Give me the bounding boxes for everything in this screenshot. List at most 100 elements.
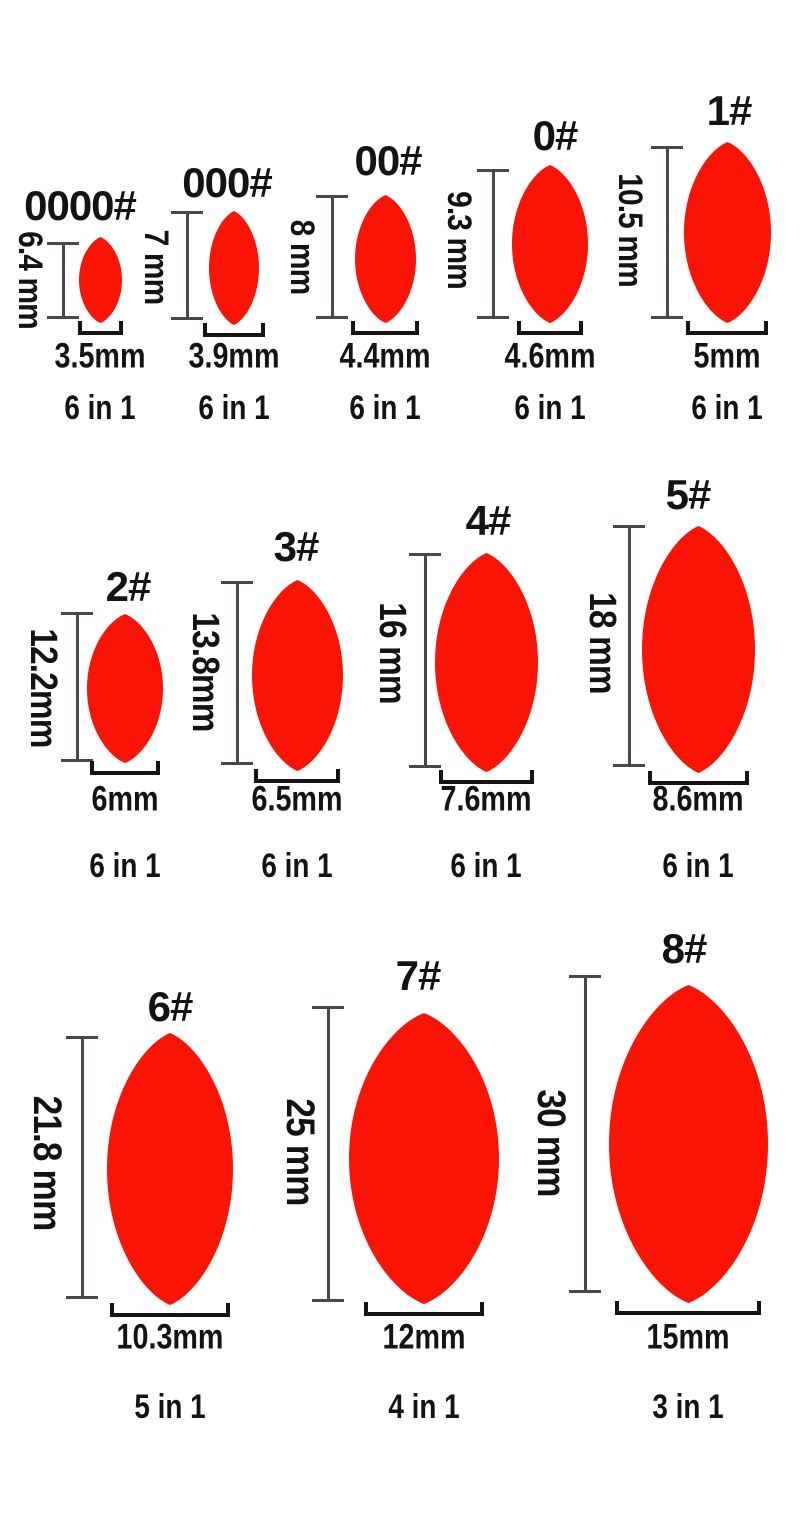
red-float-oval	[641, 526, 755, 773]
dimension-line-top-cap	[651, 145, 683, 149]
width-bracket	[364, 1302, 484, 1316]
pack-count-label: 6 in 1	[198, 389, 270, 427]
dimension-line-stem	[75, 613, 79, 760]
width-value-label: 6mm	[91, 779, 159, 819]
height-value-label: 13.8mm	[184, 612, 226, 732]
dimension-line-bottom-cap	[477, 315, 509, 319]
size-number-label: 4#	[465, 497, 512, 544]
width-value-label: 12mm	[382, 1317, 466, 1357]
dimension-line-bottom-cap	[409, 764, 441, 768]
red-float-oval-shape	[434, 553, 538, 772]
red-float-oval-shape	[107, 1033, 233, 1305]
pack-count-label: 5 in 1	[134, 1388, 206, 1426]
dimension-line-stem	[326, 1007, 330, 1300]
width-bracket	[203, 323, 265, 337]
dimension-line-bottom-cap	[312, 1298, 344, 1302]
dimension-line-stem	[491, 170, 495, 317]
dimension-line-top-cap	[569, 974, 601, 978]
height-value-label: 30 mm	[529, 1089, 573, 1197]
red-float-oval	[608, 985, 768, 1303]
height-value-label: 6.4 mm	[11, 231, 49, 329]
width-value-label: 3.5mm	[54, 336, 146, 376]
red-float-oval	[434, 553, 538, 772]
red-float-oval	[251, 580, 343, 771]
dimension-line-top-cap	[221, 580, 253, 584]
red-float-oval-shape	[251, 580, 343, 771]
pack-count-label: 6 in 1	[64, 389, 136, 427]
dimension-line-top-cap	[316, 194, 348, 198]
dimension-line-stem	[185, 212, 189, 318]
red-float-oval-shape	[354, 195, 416, 323]
size-number-label: 2#	[105, 563, 152, 610]
dimension-line-top-cap	[613, 524, 645, 528]
width-bracket	[351, 321, 419, 335]
height-value-label: 12.2mm	[22, 628, 64, 748]
width-bracket	[615, 1301, 761, 1315]
height-value-label: 25 mm	[278, 1098, 322, 1206]
dimension-line-bottom-cap	[221, 761, 253, 765]
red-float-oval	[87, 614, 163, 763]
pack-count-label: 6 in 1	[691, 389, 763, 427]
pack-count-label: 6 in 1	[514, 389, 586, 427]
size-number-label: 00#	[354, 137, 422, 184]
width-bracket	[647, 771, 749, 785]
dimension-line-bottom-cap	[171, 316, 203, 320]
dimension-line-top-cap	[47, 241, 79, 245]
dimension-line-stem	[330, 196, 334, 317]
red-float-oval-shape	[608, 985, 768, 1303]
dimension-line-stem	[583, 976, 587, 1291]
pack-count-label: 6 in 1	[662, 847, 734, 885]
dimension-line-bottom-cap	[66, 1295, 98, 1299]
pack-count-label: 6 in 1	[89, 847, 161, 885]
width-value-label: 15mm	[646, 1317, 730, 1357]
height-value-label: 21.8 mm	[25, 1095, 69, 1231]
size-number-label: 6#	[147, 983, 194, 1030]
dimension-line-stem	[80, 1037, 84, 1297]
width-bracket	[254, 769, 340, 783]
size-number-label: 000#	[182, 159, 272, 206]
dimension-line-bottom-cap	[316, 315, 348, 319]
size-number-label: 0000#	[24, 182, 137, 229]
height-value-label: 9.3 mm	[440, 191, 478, 289]
height-value-label: 10.5 mm	[611, 173, 649, 287]
red-float-oval	[354, 195, 416, 323]
size-number-label: 3#	[273, 523, 320, 570]
red-float-oval	[512, 165, 588, 323]
red-float-oval	[349, 1013, 499, 1304]
pack-count-label: 6 in 1	[349, 389, 421, 427]
dimension-line-bottom-cap	[61, 758, 93, 762]
width-value-label: 3.9mm	[188, 336, 280, 376]
dimension-line-stem	[61, 243, 65, 317]
red-float-oval-shape	[349, 1013, 499, 1304]
size-number-label: 5#	[665, 471, 712, 518]
dimension-line-stem	[627, 526, 631, 765]
dimension-line-top-cap	[66, 1035, 98, 1039]
pack-count-label: 6 in 1	[450, 847, 522, 885]
dimension-line-top-cap	[312, 1005, 344, 1009]
size-number-label: 1#	[706, 87, 753, 134]
red-float-oval-shape	[512, 165, 588, 323]
dimension-line-top-cap	[171, 210, 203, 214]
red-float-oval	[683, 142, 771, 323]
pack-count-label: 6 in 1	[261, 847, 333, 885]
pack-count-label: 3 in 1	[652, 1388, 724, 1426]
width-bracket	[77, 321, 123, 335]
width-bracket	[686, 321, 768, 335]
red-float-oval-shape	[209, 211, 259, 325]
pack-count-label: 4 in 1	[388, 1388, 460, 1426]
dimension-line-top-cap	[61, 611, 93, 615]
width-value-label: 4.4mm	[339, 336, 431, 376]
dimension-line-stem	[423, 554, 427, 766]
dimension-line-top-cap	[477, 168, 509, 172]
height-value-label: 7 mm	[137, 229, 175, 305]
dimension-line-bottom-cap	[651, 315, 683, 319]
size-number-label: 0#	[532, 112, 579, 159]
red-float-oval-shape	[641, 526, 755, 773]
width-value-label: 5mm	[693, 336, 761, 376]
width-bracket	[90, 761, 160, 775]
width-bracket	[438, 770, 534, 784]
red-float-oval-shape	[87, 614, 163, 763]
dimension-line-bottom-cap	[47, 315, 79, 319]
dimension-line-stem	[665, 147, 669, 317]
red-float-oval-shape	[78, 237, 122, 323]
